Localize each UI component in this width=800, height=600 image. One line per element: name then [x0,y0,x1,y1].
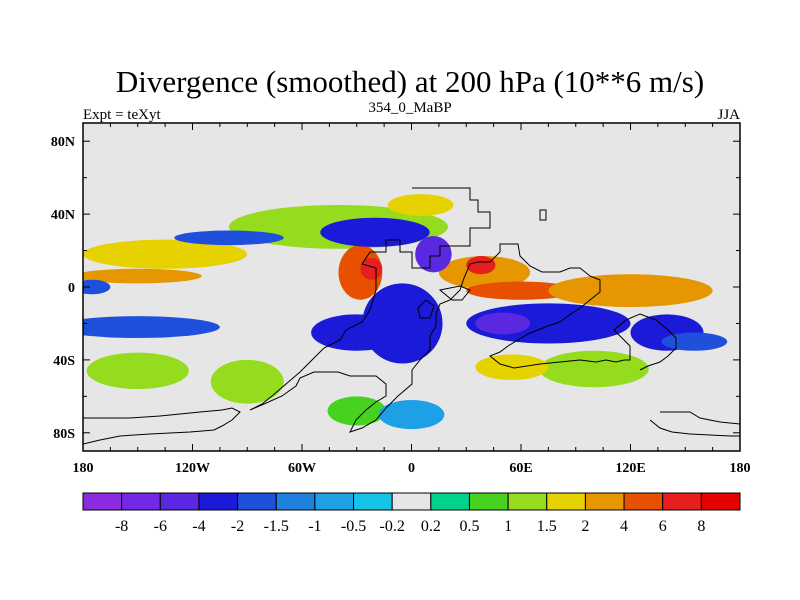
colorbar-box-10 [468,492,509,511]
field-cell-25 [378,399,445,430]
field-cell-26 [661,332,728,351]
y-tick-label-4: 80S [53,427,75,442]
colorbar-label-12: 2 [581,518,589,535]
colorbar-box-16 [700,492,741,511]
field-cell-15 [320,217,430,247]
field-cell-9 [548,274,713,308]
colorbar-label-4: -1.5 [264,518,289,535]
colorbar-box-12 [546,492,586,511]
field-cell-2 [387,194,454,216]
coastline-south [83,407,740,445]
field-cell-20 [83,316,220,339]
colorbar-label-15: 8 [697,518,705,535]
y-tick-label-1: 40N [51,208,75,223]
colorbar-label-11: 1.5 [537,518,557,535]
colorbar-box-9 [430,492,470,511]
field-cell-3 [83,239,248,269]
chart-title: Divergence (smoothed) at 200 hPa (10**6 … [116,64,704,99]
x-tick-label-4: 60E [509,461,532,476]
y-tick-label-2: 0 [68,281,75,296]
x-tick-label-0: 180 [73,461,94,476]
colorbar-box-7 [353,492,393,511]
colorbar-label-6: -0.5 [341,518,366,535]
colorbar-label-2: -4 [192,518,205,535]
center-string: 354_0_MaBP [368,100,451,116]
colorbar-box-4 [237,492,277,511]
colorbar-label-1: -6 [154,518,167,535]
field-cell-0 [86,352,189,390]
field-cell-4 [83,268,202,284]
colorbar-box-5 [275,492,316,511]
colorbar-label-8: 0.2 [421,518,441,535]
colorbar-box-0 [82,492,123,511]
field-cell-8 [466,281,576,300]
colorbar-box-6 [314,492,355,511]
x-tick-label-3: 0 [408,461,415,476]
colorbar-box-1 [121,492,161,511]
colorbar-box-15 [662,492,702,511]
plot-area [83,123,740,451]
field-cell-21 [174,230,284,246]
colorbar-label-3: -2 [231,518,244,535]
field-cell-10 [466,256,496,275]
left-string: Expt = teXyt [83,107,161,123]
colorbar-label-5: -1 [308,518,321,535]
colorbar-label-0: -8 [115,518,128,535]
x-tick-label-1: 120W [175,461,210,476]
colorbar-label-14: 6 [659,518,667,535]
colorbar-box-2 [159,492,200,511]
x-tick-label-2: 60W [288,461,316,476]
colorbar-label-7: -0.2 [380,518,405,535]
colorbar-label-13: 4 [620,518,628,535]
colorbar-box-3 [198,492,239,511]
y-tick-label-3: 40S [53,354,75,369]
colorbar-label-9: 0.5 [459,518,479,535]
field-cell-17 [311,314,403,351]
right-string: JJA [717,107,740,123]
field-cell-13 [210,359,284,404]
colorbar-box-11 [507,492,548,511]
y-axis: 80N 40N 0 40S 80S [51,135,740,442]
field-cell-24 [475,312,531,335]
colorbar-label-10: 1 [504,518,512,535]
field-cell-6 [360,257,383,280]
x-tick-label-5: 120E [615,461,645,476]
colorbar-box-14 [623,492,664,511]
field-cell-14 [327,396,386,426]
field-cell-22 [83,279,111,295]
x-axis: 180 120W 60W 0 60E 120E 180 [73,123,751,476]
coastline [249,187,677,433]
x-tick-label-6: 180 [730,461,751,476]
colorbar-box-8 [391,492,432,511]
colorbar: -8 -6 -4 -2 -1.5 -1 -0.5 -0.2 0.2 0.5 1 1.5 2 4 6 8 [82,492,741,535]
y-tick-label-0: 80N [51,135,75,150]
colorbar-box-13 [584,492,625,511]
coastline-highlands [417,209,547,319]
field-cell-23 [415,235,452,273]
field-cell-11 [539,350,649,388]
